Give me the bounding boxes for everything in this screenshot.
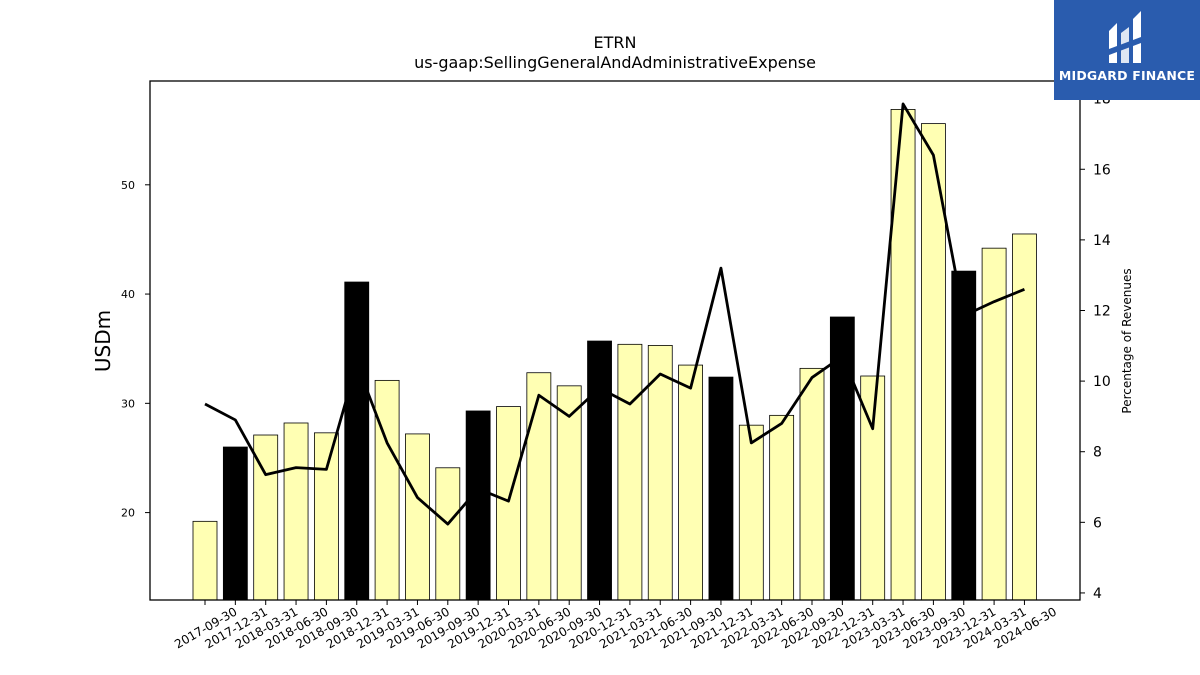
bar	[769, 414, 795, 601]
bar	[829, 316, 855, 601]
bar	[435, 467, 461, 601]
bar	[526, 372, 552, 601]
y-tick-label: 40	[121, 288, 135, 301]
bar	[738, 424, 764, 601]
bar	[192, 520, 218, 601]
right-y-axis: 4681012141618	[1080, 92, 1111, 602]
x-axis: 2017-09-302017-12-312018-03-312018-06-30…	[172, 600, 1059, 651]
midgard-logo-icon	[1109, 11, 1141, 63]
y2-tick-label: 4	[1093, 586, 1102, 602]
bar	[617, 343, 643, 601]
bar-series	[192, 109, 1037, 601]
bar	[344, 281, 370, 601]
percentage-line	[204, 102, 1025, 526]
bar	[222, 446, 248, 601]
logo: MIDGARD FINANCE	[1054, 0, 1200, 100]
left-y-axis: 20 30 40 50	[121, 179, 150, 520]
line-series	[204, 102, 1025, 526]
bar	[678, 364, 703, 601]
bar	[496, 406, 521, 601]
chart-subtitle: us-gaap:SellingGeneralAndAdministrativeE…	[414, 53, 816, 72]
bar	[587, 340, 612, 601]
bar	[556, 385, 582, 601]
bar	[313, 432, 339, 601]
bar	[283, 422, 309, 601]
bar	[647, 345, 673, 601]
y2-tick-label: 8	[1093, 445, 1102, 461]
y-tick-label: 30	[121, 397, 135, 410]
bar	[1012, 233, 1037, 601]
y2-tick-label: 10	[1093, 374, 1111, 390]
y-tick-label: 50	[121, 179, 135, 192]
bar	[951, 270, 977, 601]
bar	[799, 367, 825, 601]
y2-tick-label: 14	[1093, 233, 1111, 249]
y-tick-label: 20	[121, 507, 135, 520]
y-axis-label: USDm	[91, 310, 115, 372]
y2-tick-label: 6	[1093, 515, 1102, 531]
plot-frame	[149, 80, 1081, 601]
y2-tick-label: 16	[1093, 162, 1111, 178]
chart-title: ETRN	[594, 33, 637, 52]
y2-tick-label: 12	[1093, 303, 1111, 319]
logo-text: MIDGARD FINANCE	[1058, 68, 1196, 83]
bar	[374, 379, 400, 601]
bar	[405, 433, 430, 601]
y2-axis-label: Percentage of Revenues	[1120, 268, 1134, 413]
bar	[860, 375, 886, 601]
bar	[708, 376, 734, 601]
bar	[465, 410, 491, 601]
